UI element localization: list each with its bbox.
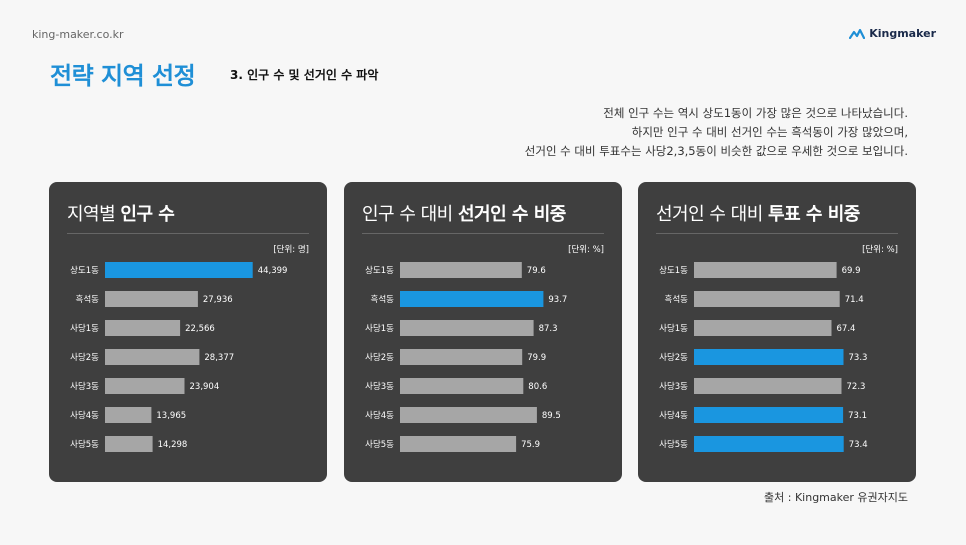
divider [67, 233, 309, 234]
value-label: 13,965 [156, 411, 186, 421]
unit-label: [단위: 명] [273, 245, 309, 255]
value-label: 69.9 [842, 266, 861, 276]
category-label: 사당5동 [659, 439, 688, 450]
category-label: 흑석동 [665, 294, 689, 305]
bar-chart-turnout-ratio: 상도1동 69.9 흑석동 71.4 사당1동 67.4 사당2동 73.3 사당3동 72.3 사… [659, 262, 868, 452]
bar [105, 349, 200, 365]
page-subtitle: 3. 인구 수 및 선거인 수 파악 [230, 68, 379, 82]
value-label: 14,298 [158, 440, 188, 450]
bar [105, 407, 152, 423]
panel-title-bold: 선거인 수 비중 [457, 204, 566, 225]
bar [105, 320, 181, 336]
panel-title-normal: 지역별 [67, 204, 121, 225]
bar [105, 291, 198, 307]
category-label: 사당2동 [70, 352, 99, 363]
bar [694, 291, 840, 307]
bar [400, 436, 517, 452]
bar [694, 436, 844, 452]
value-label: 80.6 [528, 382, 547, 392]
value-label: 72.3 [847, 382, 866, 392]
bar [400, 378, 524, 394]
bar [400, 262, 522, 278]
unit-label: [단위: %] [568, 245, 604, 255]
bar [694, 407, 844, 423]
description: 전체 인구 수는 역시 상도1동이 가장 많은 것으로 나타났습니다. 하지만 … [525, 104, 908, 161]
category-label: 사당3동 [70, 381, 99, 392]
site-url: king-maker.co.kr [32, 28, 124, 41]
panel-title-normal: 선거인 수 대비 [656, 204, 769, 225]
brand-logo: Kingmaker [849, 27, 936, 40]
category-label: 사당1동 [659, 323, 688, 334]
divider [362, 233, 604, 234]
page-title: 전략 지역 선정 [50, 62, 196, 90]
value-label: 23,904 [190, 382, 220, 392]
category-label: 흑석동 [76, 294, 100, 305]
value-label: 79.6 [527, 266, 546, 276]
value-label: 71.4 [845, 295, 864, 305]
bar [400, 407, 537, 423]
bar [105, 378, 185, 394]
value-label: 22,566 [185, 324, 215, 334]
panel-title-normal: 인구 수 대비 [362, 204, 458, 225]
category-label: 사당4동 [659, 410, 688, 421]
value-label: 87.3 [539, 324, 558, 334]
description-line: 전체 인구 수는 역시 상도1동이 가장 많은 것으로 나타났습니다. [603, 106, 908, 120]
bar [400, 349, 523, 365]
value-label: 67.4 [837, 324, 856, 334]
value-label: 79.9 [527, 353, 546, 363]
category-label: 상도1동 [659, 265, 688, 276]
category-label: 사당2동 [659, 352, 688, 363]
category-label: 상도1동 [70, 265, 99, 276]
panel-voter-ratio: 인구 수 대비 선거인 수 비중 [단위: %] 상도1동 79.6 흑석동 93.7… [344, 182, 622, 482]
bar [400, 291, 544, 307]
value-label: 93.7 [548, 295, 567, 305]
bar [694, 378, 842, 394]
bar [105, 262, 253, 278]
value-label: 89.5 [542, 411, 561, 421]
category-label: 사당1동 [70, 323, 99, 334]
description-line: 선거인 수 대비 투표수는 사당2,3,5동이 비슷한 값으로 우세한 것으로 … [524, 144, 908, 158]
bar [400, 320, 534, 336]
crown-icon [849, 28, 866, 39]
category-label: 사당3동 [365, 381, 394, 392]
bar [694, 320, 832, 336]
category-label: 사당5동 [365, 439, 394, 450]
category-label: 사당2동 [365, 352, 394, 363]
panel-turnout-ratio: 선거인 수 대비 투표 수 비중 [단위: %] 상도1동 69.9 흑석동 71.4… [638, 182, 916, 482]
category-label: 사당1동 [365, 323, 394, 334]
value-label: 44,399 [258, 266, 288, 276]
description-line: 하지만 인구 수 대비 선거인 수는 흑석동이 가장 많았으며, [631, 125, 908, 139]
value-label: 73.3 [849, 353, 868, 363]
value-label: 27,936 [203, 295, 233, 305]
panel-title: 지역별 인구 수 [67, 200, 175, 226]
panel-title-bold: 인구 수 [120, 204, 175, 225]
bar [694, 262, 837, 278]
value-label: 75.9 [521, 440, 540, 450]
panel-title-bold: 투표 수 비중 [768, 204, 860, 225]
category-label: 사당4동 [70, 410, 99, 421]
category-label: 상도1동 [365, 265, 394, 276]
value-label: 73.1 [848, 411, 867, 421]
value-label: 28,377 [204, 353, 234, 363]
bar-chart-population: 상도1동 44,399 흑석동 27,936 사당1동 22,566 사당2동 28,377 사… [70, 262, 288, 452]
value-label: 73.4 [849, 440, 868, 450]
category-label: 사당5동 [70, 439, 99, 450]
category-label: 흑석동 [371, 294, 395, 305]
panel-population: 지역별 인구 수 [단위: 명] 상도1동 44,399 흑석동 27,936 사당1동… [49, 182, 327, 482]
bar [694, 349, 844, 365]
source-note: 출처 : Kingmaker 유권자지도 [764, 491, 908, 504]
category-label: 사당3동 [659, 381, 688, 392]
bar [105, 436, 153, 452]
divider [656, 233, 898, 234]
bar-chart-voter-ratio: 상도1동 79.6 흑석동 93.7 사당1동 87.3 사당2동 79.9 사당3동 80.6 사… [365, 262, 567, 452]
logo-text: Kingmaker [869, 27, 936, 40]
panel-title: 선거인 수 대비 투표 수 비중 [656, 200, 860, 226]
category-label: 사당4동 [365, 410, 394, 421]
panel-title: 인구 수 대비 선거인 수 비중 [362, 200, 566, 226]
unit-label: [단위: %] [862, 245, 898, 255]
